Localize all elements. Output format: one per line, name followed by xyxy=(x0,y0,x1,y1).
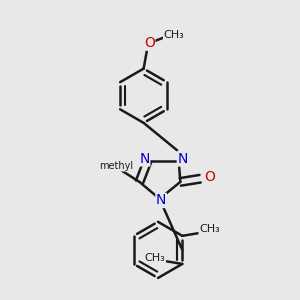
Text: CH₃: CH₃ xyxy=(199,224,220,235)
Text: N: N xyxy=(156,194,166,207)
Text: methyl: methyl xyxy=(99,161,133,171)
Text: CH₃: CH₃ xyxy=(145,253,166,262)
Text: CH₃: CH₃ xyxy=(164,30,184,40)
Text: O: O xyxy=(204,170,215,184)
Text: N: N xyxy=(177,152,188,166)
Text: N: N xyxy=(140,152,150,166)
Text: O: O xyxy=(144,36,155,50)
